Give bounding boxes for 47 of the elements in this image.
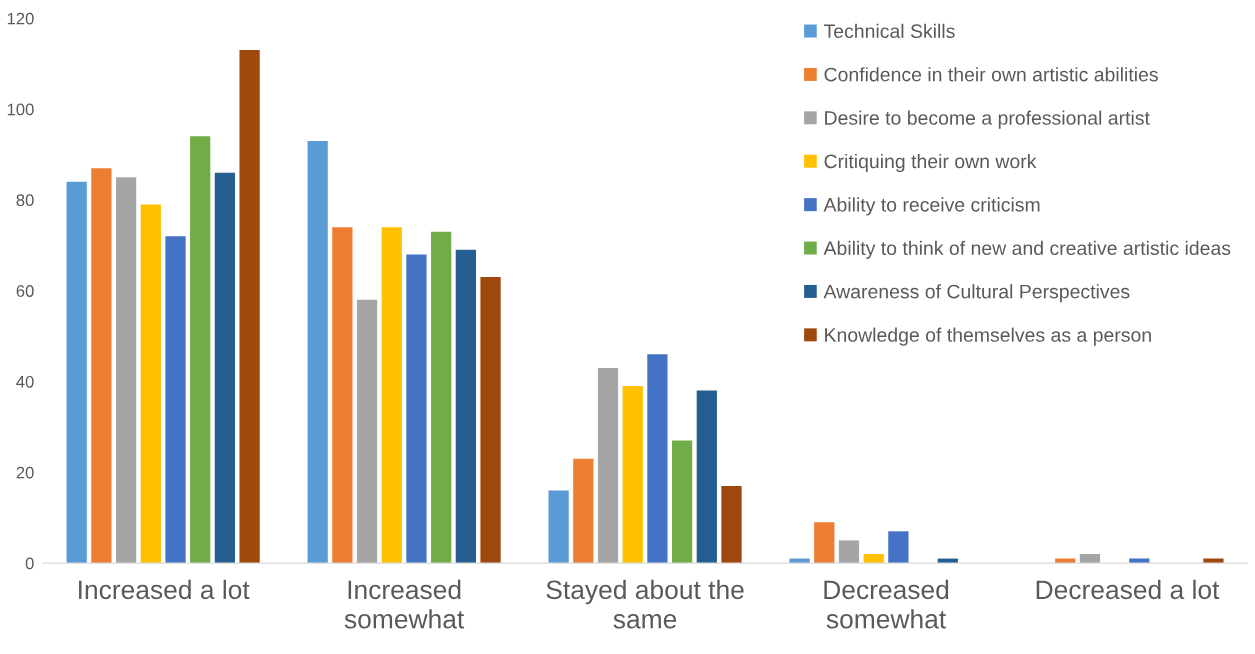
bar (115, 177, 137, 564)
bar (307, 140, 328, 564)
legend-label: Ability to receive criticism (823, 197, 1040, 216)
y-tick-label: 80 (16, 194, 34, 207)
y-tick-label: 40 (16, 375, 34, 388)
bar (888, 531, 909, 564)
y-tick-label: 120 (7, 12, 34, 25)
x-tick-label: Stayed about the same (546, 579, 744, 629)
legend-label: Knowledge of themselves as a person (825, 327, 1151, 346)
bar (622, 386, 643, 564)
bar (696, 390, 717, 564)
bar (671, 440, 693, 564)
bar (548, 490, 569, 564)
y-tick-label: 0 (25, 557, 34, 570)
bar (214, 172, 236, 564)
bar (66, 181, 87, 564)
y-tick-label: 60 (16, 285, 34, 297)
bar (140, 204, 161, 564)
bar (431, 231, 452, 564)
bar (721, 485, 742, 564)
bar (814, 522, 835, 564)
legend-label: Awareness of Cultural Perspectives (823, 284, 1130, 303)
x-tick-label: Increased somewhat (344, 579, 465, 629)
bar (356, 299, 378, 564)
bar (455, 249, 476, 564)
bar (597, 367, 619, 564)
bar (406, 254, 427, 564)
y-tick-label: 20 (16, 466, 34, 479)
legend-label: Critiquing their own work (824, 153, 1037, 173)
legend-label: Ability to think of new and creative artistic ideas (823, 240, 1231, 259)
x-tick-label: Decreased a lot (1036, 579, 1220, 600)
bar (165, 236, 186, 564)
legend-label: Desire to become a professional artist (825, 110, 1150, 129)
bar (332, 227, 353, 564)
bar (190, 136, 211, 564)
y-tick-label: 100 (7, 103, 34, 116)
bar (381, 227, 402, 564)
bar (91, 168, 112, 564)
bar (239, 50, 260, 564)
legend-label: Technical Skills (823, 23, 955, 39)
bar (480, 277, 501, 564)
bar (838, 540, 860, 564)
x-tick-label: Increased a lot (79, 579, 250, 600)
x-tick-label: Decreased somewhat (824, 579, 949, 629)
legend-label: Confidence in their own artistic abilities (824, 67, 1158, 82)
bar (573, 458, 594, 564)
bar (647, 354, 668, 564)
